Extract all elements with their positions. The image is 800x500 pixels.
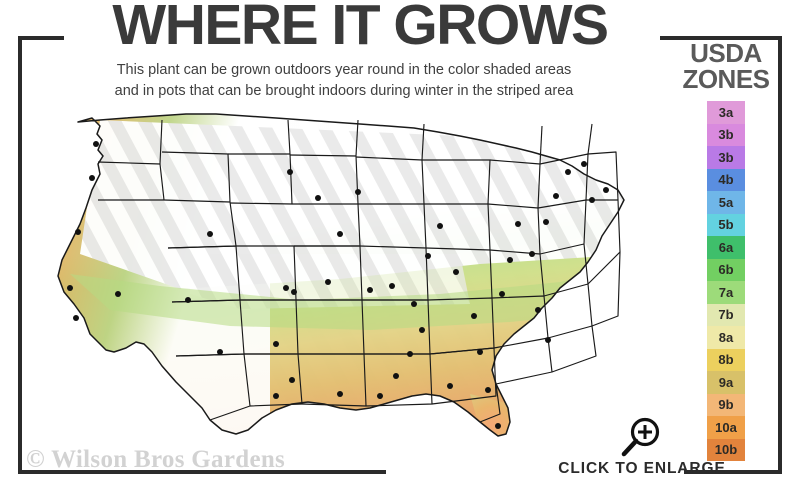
legend-zone-swatch: 3b (707, 123, 745, 146)
frame-bottom-right-border (684, 470, 782, 474)
map-svg (57, 113, 625, 437)
legend-zone-swatch: 5a (707, 191, 745, 214)
legend-zone-swatch: 6b (707, 258, 745, 281)
click-to-enlarge-label[interactable]: CLICK TO ENLARGE (558, 460, 726, 477)
legend-zone-swatch: 9a (707, 371, 745, 394)
map-base-layer (58, 114, 624, 436)
legend-title-line-2: ZONES (682, 64, 770, 94)
magnifier-plus-icon[interactable] (616, 416, 664, 460)
legend-title: USDA ZONES (668, 40, 784, 92)
frame-left-border (18, 36, 22, 474)
legend-zone-swatch: 9b (707, 393, 745, 416)
legend-zone-swatch: 10b (707, 438, 745, 461)
legend-zone-swatch: 3a (707, 101, 745, 124)
subtitle-line-2: and in pots that can be brought indoors … (114, 82, 574, 99)
frame-top-left-border (18, 36, 64, 40)
legend-zone-swatch: 4b (707, 168, 745, 191)
frame-right-border (778, 36, 782, 474)
legend-zone-swatch: 7a (707, 281, 745, 304)
page-subtitle: This plant can be grown outdoors year ro… (44, 60, 644, 101)
map-city-dots (67, 141, 609, 429)
legend-zone-swatch: 3b (707, 146, 745, 169)
frame-top-right-border (660, 36, 782, 40)
legend-zone-swatch: 6a (707, 236, 745, 259)
legend-title-line-1: USDA (690, 38, 762, 68)
watermark: © Wilson Bros Gardens (26, 446, 286, 473)
legend-zone-swatch: 10a (707, 416, 745, 439)
frame-bottom-left-border (18, 470, 386, 474)
usda-hardiness-map[interactable] (40, 104, 660, 454)
legend-zone-swatch: 8b (707, 348, 745, 371)
subtitle-line-1: This plant can be grown outdoors year ro… (116, 62, 572, 78)
usda-zone-legend: 3a 3b 3b 4b 5a 5b 6a 6b 7a 7b 8a 8b 9a 9b 10a 10b (707, 101, 745, 461)
legend-zone-swatch: 5b (707, 213, 745, 236)
legend-zone-swatch: 7b (707, 303, 745, 326)
legend-zone-swatch: 8a (707, 326, 745, 349)
state-boundaries (57, 113, 625, 437)
page-title: WHERE IT GROWS (112, 0, 609, 57)
magnifier-svg (621, 417, 660, 457)
